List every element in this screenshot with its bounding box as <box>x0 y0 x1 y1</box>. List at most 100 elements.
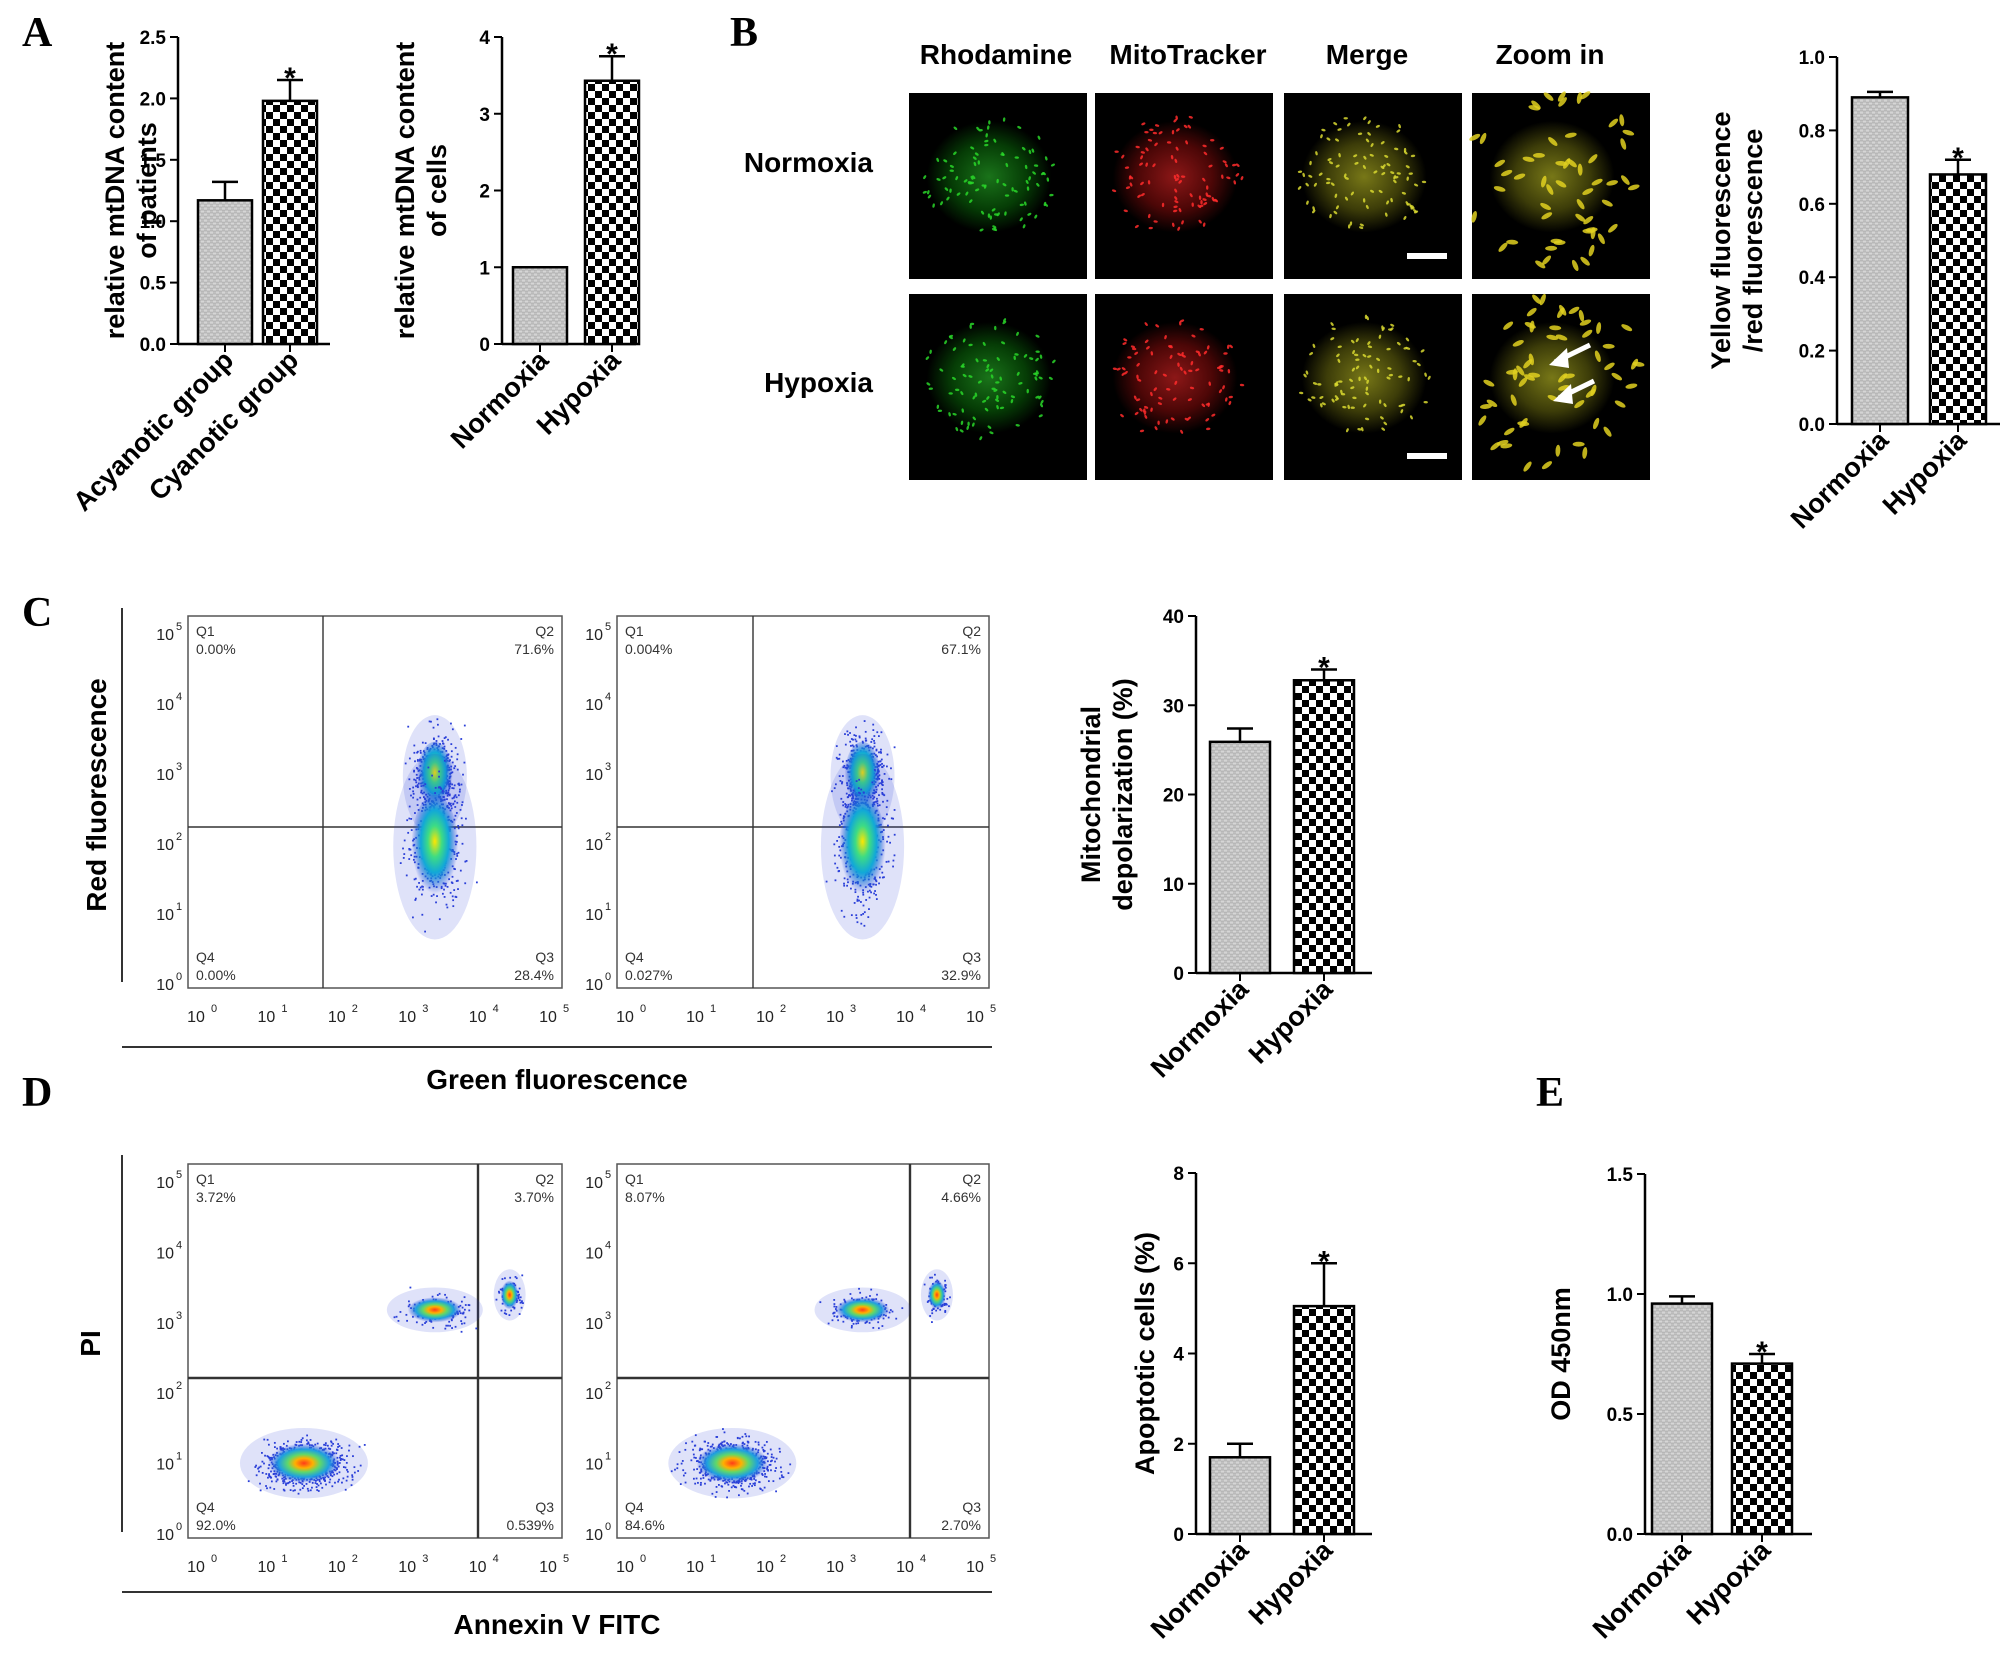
event-dot <box>844 743 847 746</box>
event-dot <box>692 1453 695 1456</box>
event-dot <box>412 916 414 919</box>
event-dot <box>701 1448 704 1451</box>
mitochondrion <box>1340 392 1346 396</box>
event-dot <box>264 1454 266 1457</box>
event-dot <box>948 1305 950 1308</box>
event-dot <box>779 1466 782 1469</box>
event-dot <box>348 1444 351 1447</box>
event-dot <box>880 1299 883 1302</box>
mitochondrion <box>1320 403 1323 408</box>
mitochondrion <box>953 126 958 131</box>
cell-signal <box>926 321 1052 434</box>
event-dot <box>432 726 435 729</box>
mitochondrion <box>1622 129 1635 136</box>
event-dot <box>881 788 883 791</box>
mitochondrion <box>1421 180 1427 184</box>
event-dot <box>847 733 849 736</box>
event-dot <box>301 1483 304 1486</box>
event-dot <box>835 756 838 759</box>
event-dot <box>757 1443 760 1446</box>
mitochondrion <box>948 412 951 417</box>
event-dot <box>860 788 863 791</box>
mitochondrion <box>1386 347 1391 351</box>
y-tick-label: 1.0 <box>140 212 166 233</box>
event-dot <box>740 1482 743 1485</box>
event-dot <box>285 1483 287 1486</box>
event-dot <box>353 1466 356 1469</box>
event-dot <box>459 869 462 872</box>
mitochondrion <box>1144 414 1148 419</box>
event-dot <box>873 739 875 742</box>
y-decade-exponent: 0 <box>176 1521 182 1533</box>
mitochondrion <box>1619 114 1625 127</box>
event-dot <box>445 1324 448 1327</box>
mitochondrion <box>922 190 927 194</box>
mitochondrion <box>1219 146 1224 150</box>
event-dot <box>867 916 870 919</box>
event-dot <box>409 1286 412 1289</box>
event-dot <box>682 1474 685 1477</box>
mitochondrion <box>1331 327 1336 331</box>
y-tick-label: 0.2 <box>1799 342 1825 363</box>
panel-label-a: A <box>22 10 53 56</box>
event-dot <box>337 1443 340 1445</box>
mitochondrion <box>1177 352 1182 356</box>
event-dot <box>416 885 418 888</box>
mitochondrion <box>1390 197 1393 203</box>
mitochondrion <box>1049 193 1054 197</box>
event-dot <box>451 787 454 789</box>
mitochondrion <box>1027 212 1032 216</box>
event-dot <box>330 1444 333 1447</box>
category-label: Normoxia <box>1145 973 1255 1083</box>
event-dot <box>421 913 424 916</box>
event-dot <box>315 1486 318 1489</box>
mitochondrion <box>1229 344 1233 349</box>
event-dot <box>414 760 416 763</box>
event-dot <box>307 1489 310 1492</box>
mitochondrion <box>1170 417 1175 421</box>
mitochondrion <box>1413 210 1419 214</box>
mitochondrion <box>943 159 948 163</box>
mitochondrion <box>990 374 994 379</box>
event-dot <box>431 774 434 777</box>
event-dot <box>460 1300 463 1303</box>
event-dot <box>881 766 883 768</box>
event-dot <box>694 1444 697 1447</box>
mitochondrion <box>1506 239 1519 245</box>
y-tick-label: 2 <box>479 182 490 203</box>
event-dot <box>707 1442 710 1444</box>
event-dot <box>447 1324 449 1327</box>
mitochondrion <box>1147 138 1153 142</box>
y-decade-label: 10 <box>585 1527 603 1544</box>
event-dot <box>342 1466 345 1468</box>
event-dot <box>453 767 456 770</box>
mitochondrion <box>1179 319 1185 323</box>
event-dot <box>450 804 453 807</box>
mitochondrion <box>996 394 999 400</box>
event-dot <box>684 1448 687 1451</box>
mitochondrion <box>1346 428 1349 433</box>
mitochondrion <box>1187 398 1192 402</box>
y-decade-exponent: 1 <box>176 901 182 913</box>
event-dot <box>270 1470 272 1473</box>
x-decade-label: 10 <box>686 1009 704 1026</box>
mitochondrion <box>972 416 976 421</box>
event-dot <box>872 797 875 800</box>
mitochondrion <box>1014 156 1019 159</box>
y-decade-label: 10 <box>585 977 603 994</box>
mitochondrion <box>1381 427 1386 431</box>
event-dot <box>935 1309 938 1312</box>
bar <box>1292 679 1356 975</box>
event-dot <box>475 881 478 884</box>
event-dot <box>320 1482 322 1485</box>
mitochondrion <box>1198 195 1202 200</box>
x-decade-exponent: 0 <box>640 1003 646 1015</box>
mitochondrion <box>961 408 964 413</box>
event-dot <box>881 762 883 765</box>
mitochondrion <box>1028 176 1031 181</box>
event-dot <box>459 808 462 811</box>
event-dot <box>845 792 848 795</box>
event-dot <box>927 1300 930 1302</box>
y-decade-exponent: 5 <box>176 621 182 633</box>
